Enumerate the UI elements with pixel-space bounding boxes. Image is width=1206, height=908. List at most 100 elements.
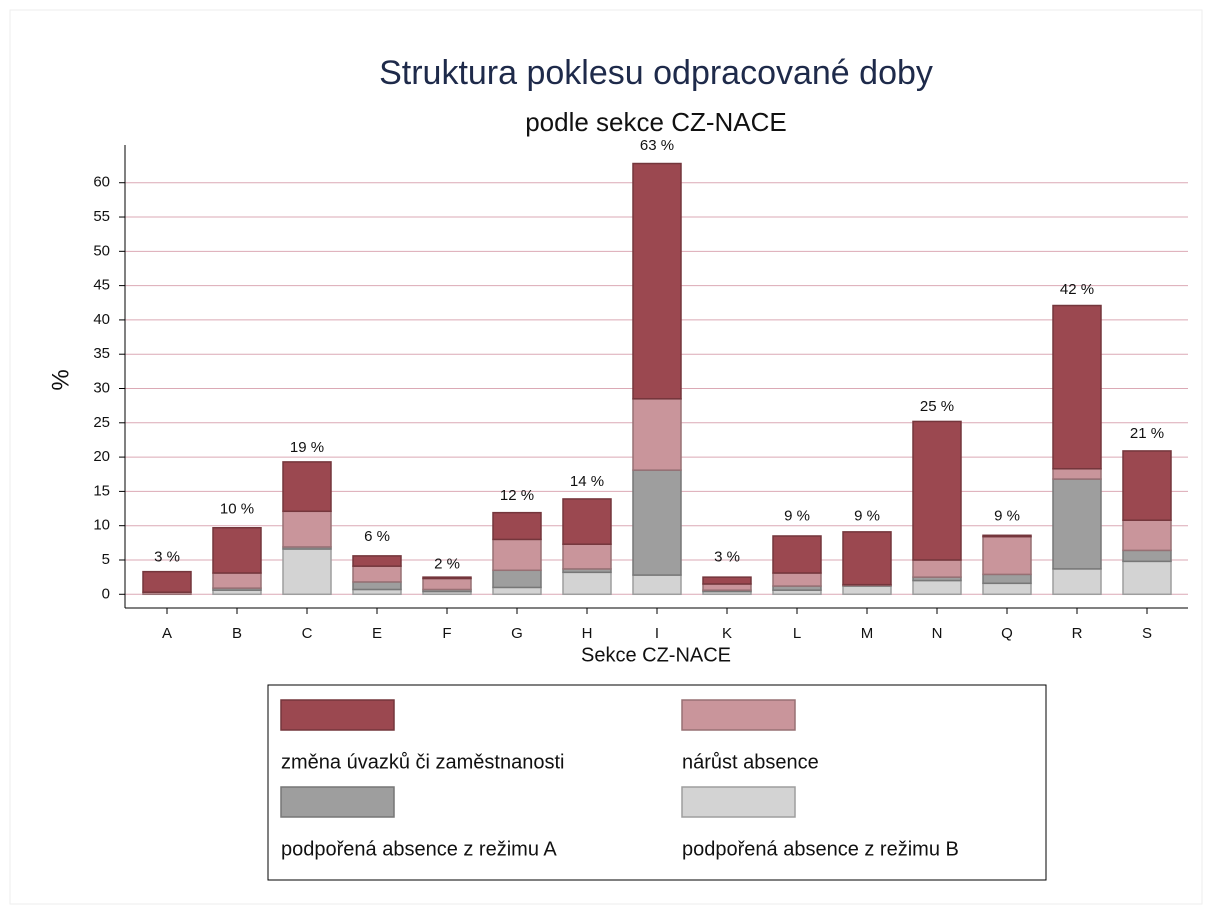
bar-segment (142, 570, 192, 593)
bar-segment (212, 526, 262, 574)
legend (267, 684, 1047, 881)
bar-segment (632, 574, 682, 596)
x-tick-label: K (722, 625, 732, 642)
total-label: 6 % (364, 528, 390, 545)
bar-segment (982, 534, 1032, 538)
chart-title: Struktura poklesu odpracované doby (379, 54, 933, 92)
y-tick-label: 50 (93, 242, 110, 259)
legend-label: změna úvazků či zaměstnanosti (281, 751, 564, 773)
bar-segment (1122, 519, 1172, 552)
y-axis-label: % (47, 369, 74, 390)
x-tick-label: F (442, 625, 451, 642)
x-tick-label: G (511, 625, 523, 642)
x-tick-label: S (1142, 625, 1152, 642)
bar-segment (352, 555, 402, 567)
total-label: 21 % (1130, 425, 1164, 442)
bar-segment (492, 511, 542, 541)
total-label: 3 % (154, 549, 180, 566)
bar-segment (1122, 560, 1172, 596)
bar-segment (632, 162, 682, 400)
bar-segment (352, 581, 402, 591)
y-tick-label: 45 (93, 277, 110, 294)
bar-segment (702, 583, 752, 591)
bar-segment (352, 565, 402, 583)
x-tick-label: H (582, 625, 593, 642)
legend-label: podpořená absence z režimu B (682, 838, 959, 860)
bar-segment (492, 538, 542, 572)
total-label: 42 % (1060, 281, 1094, 298)
total-label: 3 % (714, 549, 740, 566)
bar-segment (1052, 304, 1102, 470)
bar-segment (1052, 568, 1102, 596)
bar-segment (282, 461, 332, 513)
y-tick-label: 60 (93, 174, 110, 191)
bar-segment (982, 582, 1032, 596)
legend-swatch (280, 786, 395, 818)
x-axis-label: Sekce CZ-NACE (581, 644, 731, 666)
bar-segment (912, 559, 962, 578)
x-tick-label: E (372, 625, 382, 642)
bar-segment (562, 571, 612, 596)
y-tick-label: 55 (93, 208, 110, 225)
x-tick-label: Q (1001, 625, 1013, 642)
x-tick-label: C (302, 625, 313, 642)
total-label: 25 % (920, 398, 954, 415)
total-label: 12 % (500, 487, 534, 504)
bar-segment (422, 577, 472, 591)
bar-segment (632, 398, 682, 471)
legend-label: nárůst absence (682, 751, 819, 773)
y-tick-label: 10 (93, 517, 110, 534)
y-tick-label: 30 (93, 379, 110, 396)
x-tick-label: R (1072, 625, 1083, 642)
bar-segment (1122, 450, 1172, 521)
x-tick-label: A (162, 625, 172, 642)
y-tick-label: 5 (102, 551, 110, 568)
bar-segment (912, 420, 962, 561)
x-tick-label: M (861, 625, 874, 642)
bar-segment (842, 585, 892, 596)
bar-segment (912, 579, 962, 596)
y-tick-label: 25 (93, 414, 110, 431)
y-tick-label: 0 (102, 585, 110, 602)
bar-segment (212, 572, 262, 589)
total-label: 14 % (570, 473, 604, 490)
legend-label: podpořená absence z režimu A (281, 838, 557, 860)
bar-segment (982, 535, 1032, 576)
bar-segment (562, 498, 612, 545)
total-label: 19 % (290, 439, 324, 456)
bar-segment (562, 543, 612, 570)
bar-segment (492, 569, 542, 589)
bar-segment (842, 531, 892, 586)
legend-swatch (280, 699, 395, 731)
bar-segment (1052, 468, 1102, 480)
chart-subtitle: podle sekce CZ-NACE (525, 107, 787, 137)
bar-segment (1052, 478, 1102, 570)
bar-segment (282, 510, 332, 548)
bar-segment (492, 586, 542, 596)
bar-segment (772, 535, 822, 574)
bar-segment (282, 548, 332, 596)
bar-segment (772, 572, 822, 587)
y-tick-label: 40 (93, 311, 110, 328)
total-label: 2 % (434, 556, 460, 573)
total-label: 9 % (784, 508, 810, 525)
legend-swatch (681, 699, 796, 731)
legend-swatch (681, 786, 796, 818)
total-label: 10 % (220, 501, 254, 518)
x-tick-label: I (655, 625, 659, 642)
bar-segment (1122, 549, 1172, 563)
bar-segment (632, 469, 682, 576)
total-label: 9 % (994, 508, 1020, 525)
y-tick-label: 35 (93, 345, 110, 362)
y-tick-label: 20 (93, 448, 110, 465)
x-tick-label: B (232, 625, 242, 642)
bar-segment (982, 573, 1032, 585)
bar-segment (702, 576, 752, 585)
x-tick-label: L (793, 625, 801, 642)
bar-segment (422, 576, 472, 580)
total-label: 63 % (640, 137, 674, 154)
x-tick-label: N (932, 625, 943, 642)
total-label: 9 % (854, 508, 880, 525)
y-tick-label: 15 (93, 482, 110, 499)
